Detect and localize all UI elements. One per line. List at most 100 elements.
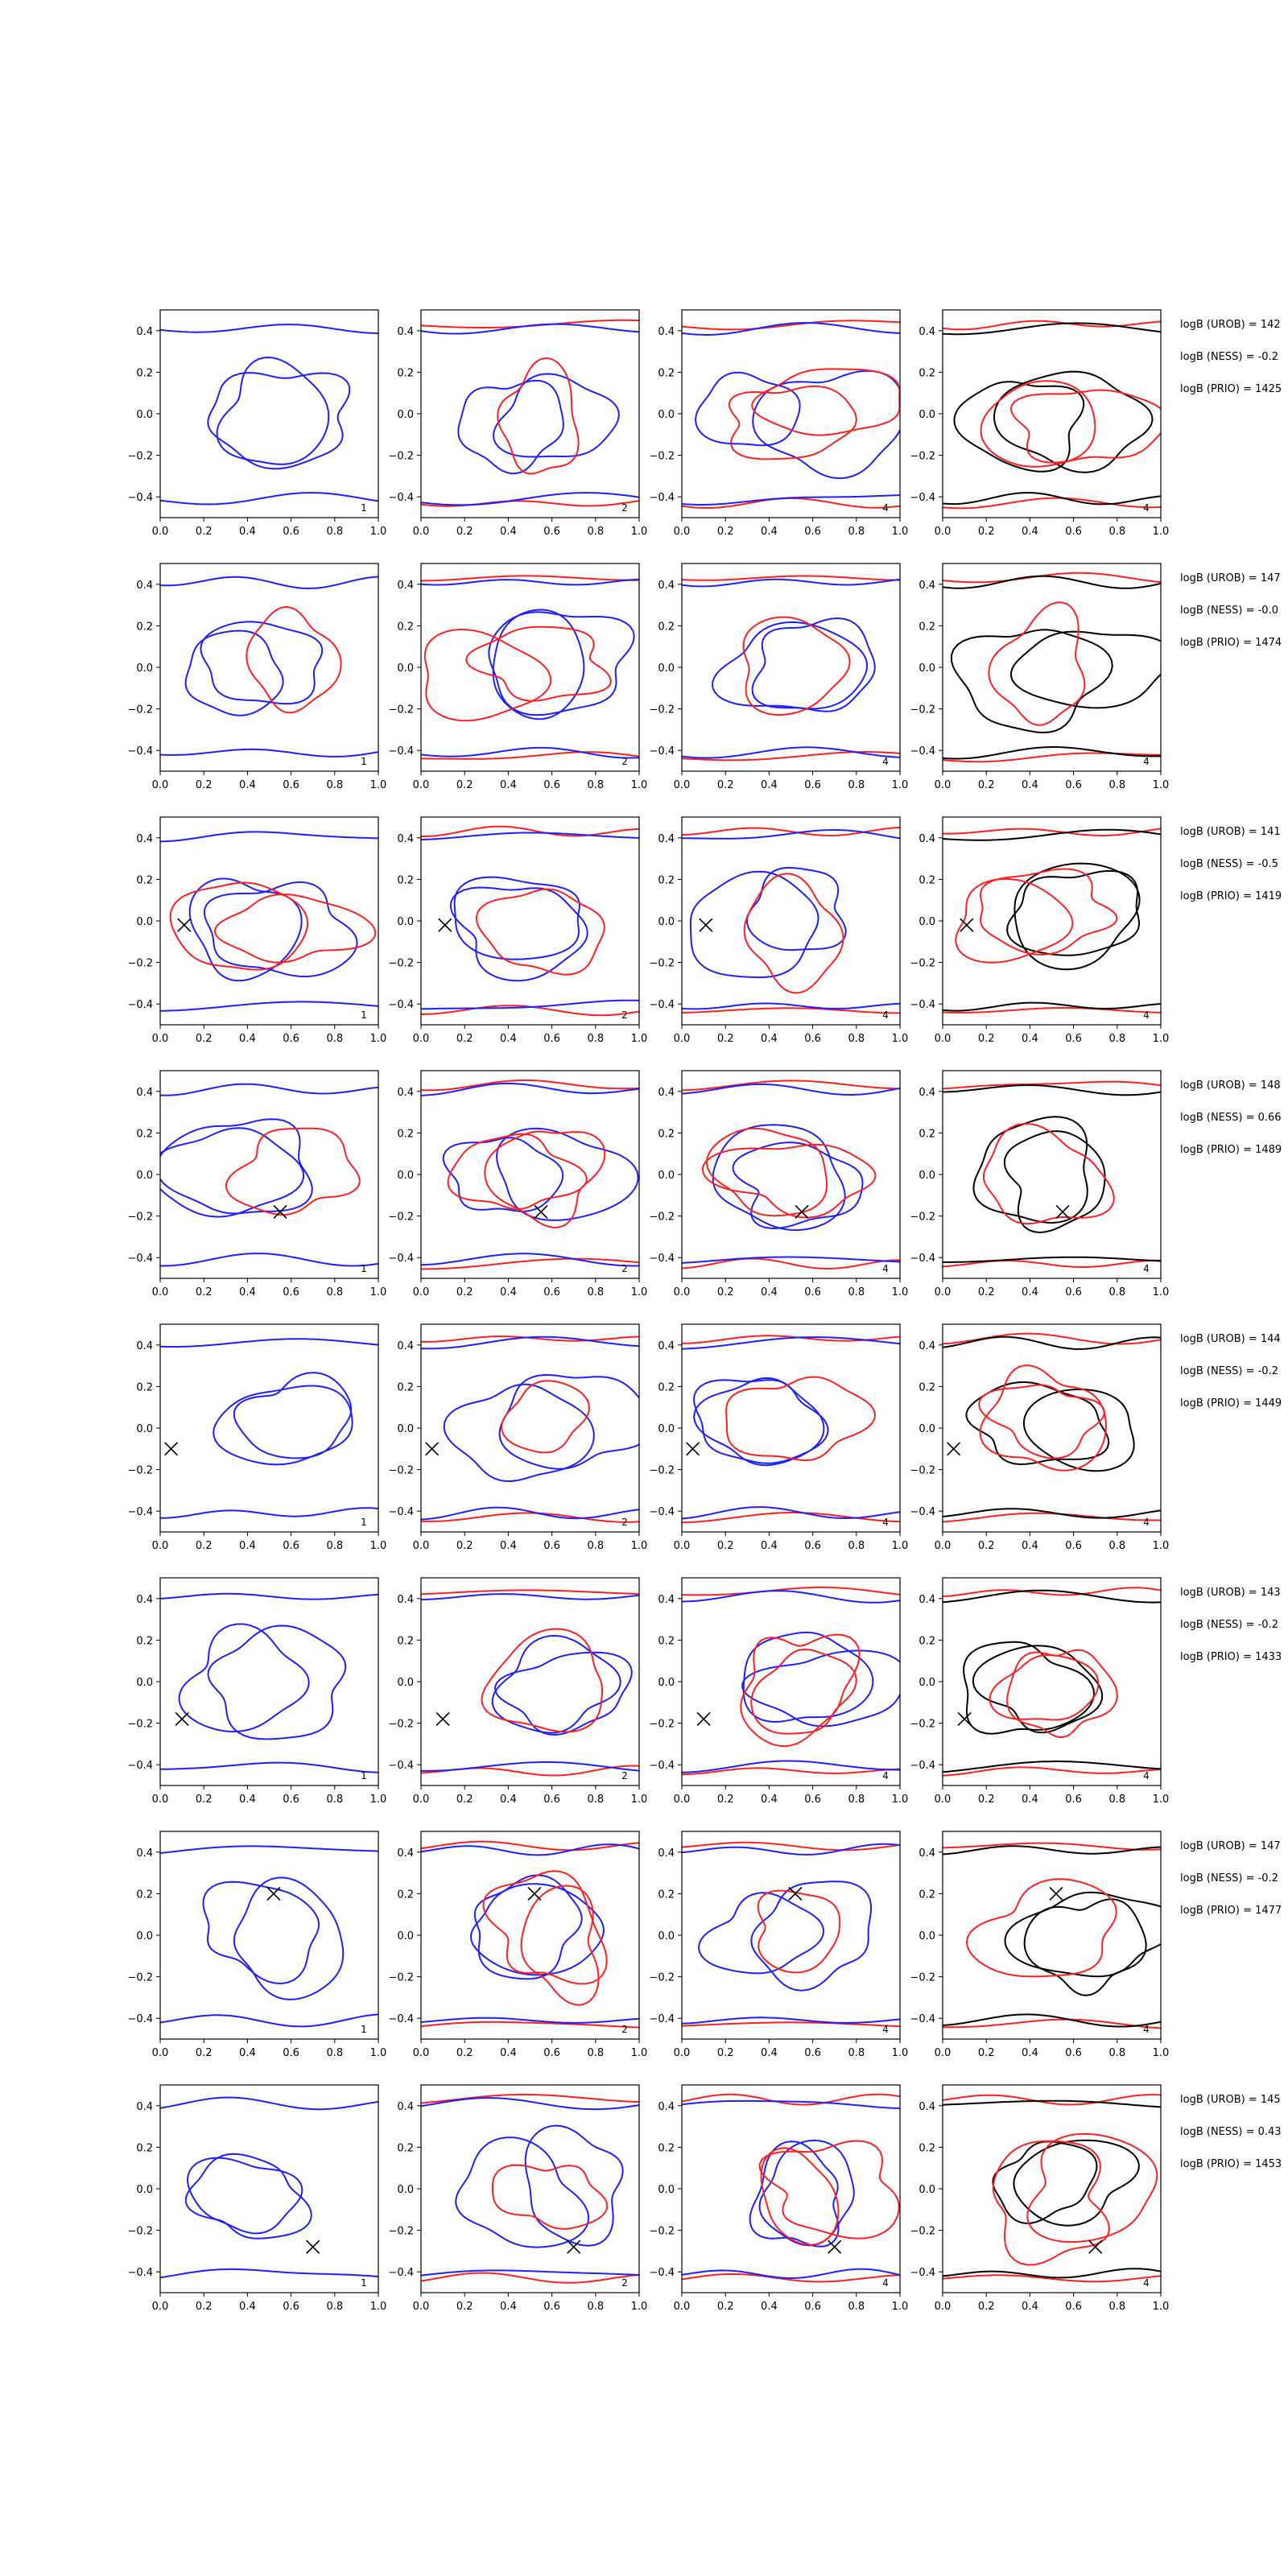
contour-line [421, 746, 639, 759]
x-tick-label: 0.8 [1108, 1033, 1125, 1045]
x-tick-label: 1.0 [1153, 526, 1170, 538]
x-marker [1055, 1204, 1070, 1220]
contour-line [682, 1084, 900, 1096]
ness-contour-line [492, 2164, 609, 2230]
ness-contour-line [740, 1633, 861, 1748]
y-tick-label: −0.4 [910, 999, 935, 1011]
contour-line [943, 1335, 1161, 1350]
panel-label: 1 [361, 1263, 367, 1274]
contour-line [943, 2099, 1161, 2108]
contour-line [202, 1880, 320, 1985]
y-tick-label: 0.4 [397, 2101, 414, 2113]
y-tick-label: 0.2 [658, 1128, 675, 1140]
x-tick-label: 1.0 [892, 1794, 909, 1806]
ness-contour-line [992, 2140, 1111, 2266]
y-tick-label: 0.2 [397, 1635, 414, 1647]
y-tick-label: −0.2 [127, 1212, 153, 1224]
x-tick-label: 0.0 [413, 1033, 430, 1045]
contour-line [186, 2157, 303, 2235]
x-tick-label: 0.2 [196, 779, 213, 791]
ness-contour-line [421, 1589, 639, 1596]
x-tick-label: 0.2 [978, 1540, 995, 1552]
ness-contour-line [760, 2147, 840, 2246]
x-marker [436, 1711, 450, 1727]
x-tick-label: 0.8 [1108, 1540, 1125, 1552]
y-tick-label: 0.2 [136, 1889, 153, 1901]
y-tick-label: 0.0 [136, 1170, 153, 1182]
x-tick-label: 0.8 [587, 526, 604, 538]
ness-contour-line [682, 751, 900, 762]
x-tick-label: 0.4 [239, 2047, 256, 2059]
x-marker [1088, 2240, 1103, 2254]
contour-line [421, 999, 639, 1010]
contour-line [1013, 2139, 1140, 2227]
axes-frame [942, 1070, 1162, 1279]
contour-line [203, 881, 358, 978]
x-tick-label: 0.2 [978, 2301, 995, 2313]
contour-line [160, 2268, 378, 2279]
y-tick-label: 0.4 [136, 326, 153, 338]
y-tick-label: −0.2 [910, 958, 935, 970]
x-tick-label: 0.2 [196, 1794, 213, 1806]
x-tick-label: 0.4 [239, 1033, 256, 1045]
x-tick-label: 0.0 [935, 779, 952, 791]
x-marker [828, 2240, 842, 2254]
ness-contour-line [943, 2018, 1161, 2029]
x-tick-label: 1.0 [1153, 779, 1170, 791]
contour-line [682, 1506, 900, 1520]
x-marker [306, 2240, 320, 2254]
y-tick-label: −0.4 [649, 1506, 675, 1518]
ness-contour-line [955, 877, 1074, 964]
x-marker [266, 1886, 281, 1901]
contour-line [455, 2136, 590, 2248]
logb-annotation: logB (PRIO) = 1419 [1180, 890, 1282, 902]
logb-annotation: logB (PRIO) = 1489 [1180, 1144, 1282, 1156]
contour-line [160, 1127, 305, 1218]
panel-label: 1 [361, 2277, 367, 2289]
x-tick-label: 0.6 [543, 1286, 560, 1298]
x-tick-label: 0.2 [456, 2301, 473, 2313]
y-tick-label: 0.2 [397, 874, 414, 886]
x-tick-label: 0.6 [283, 526, 299, 538]
ness-contour-line [943, 1587, 1161, 1598]
contour-line [972, 1116, 1088, 1224]
ness-contour-line [979, 868, 1118, 956]
contour-line [741, 1649, 900, 1728]
contour-line [943, 492, 1161, 506]
contour-line [992, 2140, 1098, 2224]
y-tick-label: 0.4 [136, 833, 153, 845]
panel-label: 4 [882, 2277, 889, 2289]
contour-line [421, 2017, 639, 2024]
x-tick-label: 0.2 [456, 526, 473, 538]
contour-line [160, 492, 378, 506]
contour-panel: 0.0 0.2 0.4 0.6 0.8 1.0 0.4 0.2 0.0 −0.2 −0.4 4 [649, 1577, 909, 1806]
panel-label: 2 [621, 1263, 628, 1274]
y-tick-label: 0.2 [136, 1128, 153, 1140]
panel-label: 4 [1143, 1263, 1150, 1274]
y-tick-label: 0.4 [136, 1594, 153, 1606]
y-tick-label: −0.4 [649, 745, 675, 758]
contour-panel: 0.0 0.2 0.4 0.6 0.8 1.0 0.4 0.2 0.0 −0.2 −0.4 1 [127, 1070, 386, 1298]
y-tick-label: 0.0 [397, 663, 414, 675]
contour-line [421, 2269, 639, 2277]
axes-frame [159, 2084, 379, 2293]
x-tick-label: 0.2 [456, 1540, 473, 1552]
x-tick-label: 0.4 [500, 1540, 517, 1552]
y-tick-label: −0.2 [910, 1719, 935, 1731]
logb-annotation: logB (UROB) = 141 [1180, 826, 1281, 838]
x-tick-label: 0.6 [283, 1286, 299, 1298]
ness-contour-line [225, 1127, 361, 1216]
x-tick-label: 0.2 [717, 2047, 734, 2059]
y-tick-label: 0.2 [658, 1381, 675, 1393]
x-tick-label: 0.0 [413, 2047, 430, 2059]
contour-line [682, 321, 900, 336]
y-tick-label: 0.0 [136, 2184, 153, 2196]
contour-panel: 0.0 0.2 0.4 0.6 0.8 1.0 0.4 0.2 0.0 −0.2 −0.4 4 [910, 1831, 1169, 2059]
y-tick-label: 0.0 [136, 1423, 153, 1435]
axes-frame [159, 816, 379, 1026]
logb-annotation: logB (PRIO) = 1425 [1180, 383, 1282, 395]
contour-panel: 0.0 0.2 0.4 0.6 0.8 1.0 0.4 0.2 0.0 −0.2 −0.4 2 [388, 1323, 647, 1552]
axes-frame [159, 1070, 379, 1279]
y-tick-label: 0.4 [919, 1847, 935, 1860]
x-tick-label: 0.4 [761, 779, 778, 791]
